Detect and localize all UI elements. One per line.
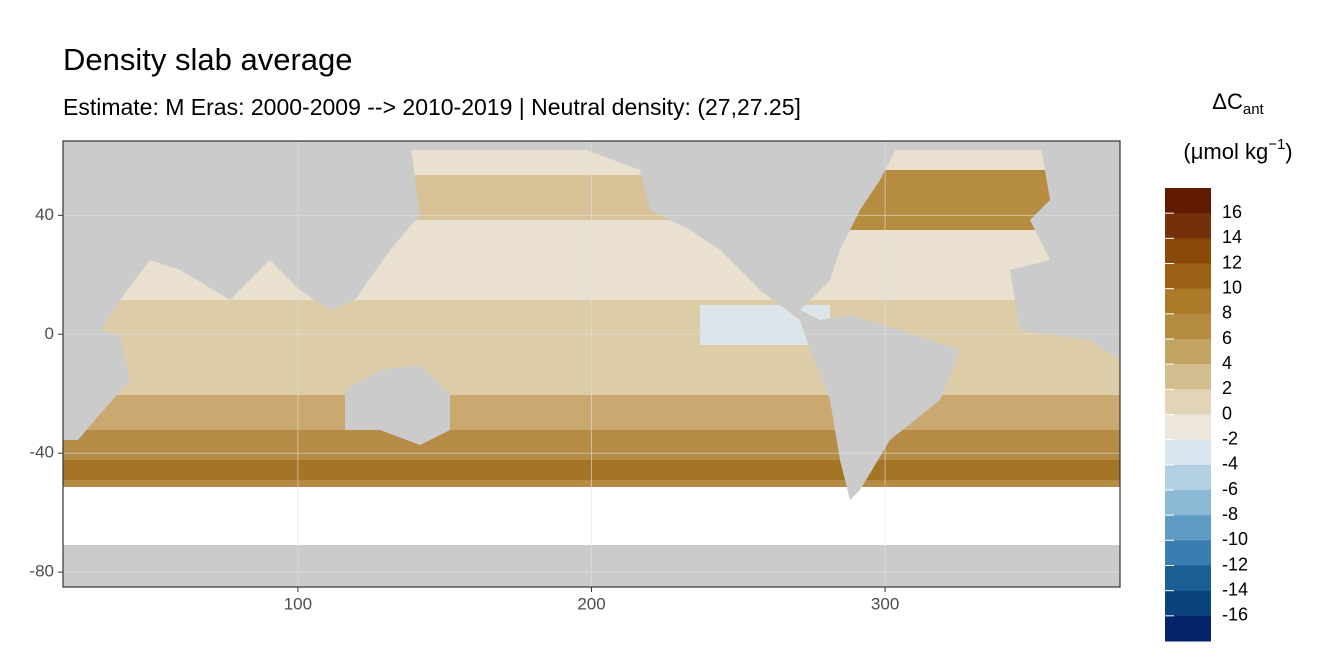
legend-swatch: [1165, 515, 1211, 541]
legend-label: 10: [1222, 277, 1242, 297]
x-tick-label: 200: [577, 594, 605, 613]
legend-swatch: [1165, 238, 1211, 264]
x-tick-label: 300: [871, 594, 899, 613]
legend-label: -8: [1222, 504, 1238, 524]
grid: [63, 141, 1120, 587]
legend-swatch: [1165, 615, 1211, 642]
legend-label: 14: [1222, 227, 1242, 247]
y-tick-label: 40: [35, 205, 54, 224]
legend-label: 12: [1222, 252, 1242, 272]
legend-title-main: ΔC: [1212, 89, 1243, 114]
legend-swatch: [1165, 464, 1211, 491]
legend-swatch: [1165, 540, 1211, 566]
y-tick-label: -80: [29, 562, 54, 581]
y-tick-label: -40: [29, 443, 54, 462]
legend-label: -14: [1222, 579, 1248, 599]
legend-swatch: [1165, 389, 1211, 415]
legend-swatch: [1165, 188, 1211, 214]
legend-swatch: [1165, 263, 1211, 290]
legend-label: -16: [1222, 605, 1248, 625]
land: [1010, 141, 1120, 360]
chart-title: Density slab average: [63, 42, 353, 77]
y-tick-label: 0: [45, 324, 54, 343]
legend-unit-sup: −1: [1268, 136, 1285, 153]
x-tick-label: 100: [284, 594, 312, 613]
legend-label: -10: [1222, 529, 1248, 549]
legend-label: 2: [1222, 378, 1232, 398]
legend-swatch: [1165, 313, 1211, 340]
legend-unit-close: ): [1285, 139, 1292, 164]
legend-swatch: [1165, 565, 1211, 592]
legend-unit-text: (μmol kg: [1183, 139, 1268, 164]
land: [345, 365, 450, 445]
legend-label: -12: [1222, 554, 1248, 574]
legend-label: 16: [1222, 202, 1242, 222]
legend-swatch: [1165, 490, 1211, 516]
ocean: [850, 170, 1050, 230]
legend-label: 4: [1222, 353, 1232, 373]
legend-swatch: [1165, 439, 1211, 466]
legend-title-sub: ant: [1243, 101, 1265, 118]
land: [560, 141, 960, 500]
legend-swatch: [1165, 213, 1211, 239]
legend-label: 0: [1222, 403, 1232, 423]
legend-swatch: [1165, 339, 1211, 365]
legend-swatch: [1165, 414, 1211, 441]
legend-label: -4: [1222, 454, 1238, 474]
legend-swatch: [1165, 364, 1211, 390]
legend-title: ΔCant: [1212, 89, 1264, 118]
legend-swatch: [1165, 288, 1211, 315]
legend-label: -6: [1222, 479, 1238, 499]
legend-swatch: [1165, 590, 1211, 617]
legend-unit: (μmol kg−1): [1183, 136, 1292, 164]
legend-label: 6: [1222, 328, 1232, 348]
legend-label: 8: [1222, 303, 1232, 323]
chart-subtitle: Estimate: M Eras: 2000-2009 --> 2010-201…: [63, 94, 801, 120]
legend-label: -2: [1222, 428, 1238, 448]
